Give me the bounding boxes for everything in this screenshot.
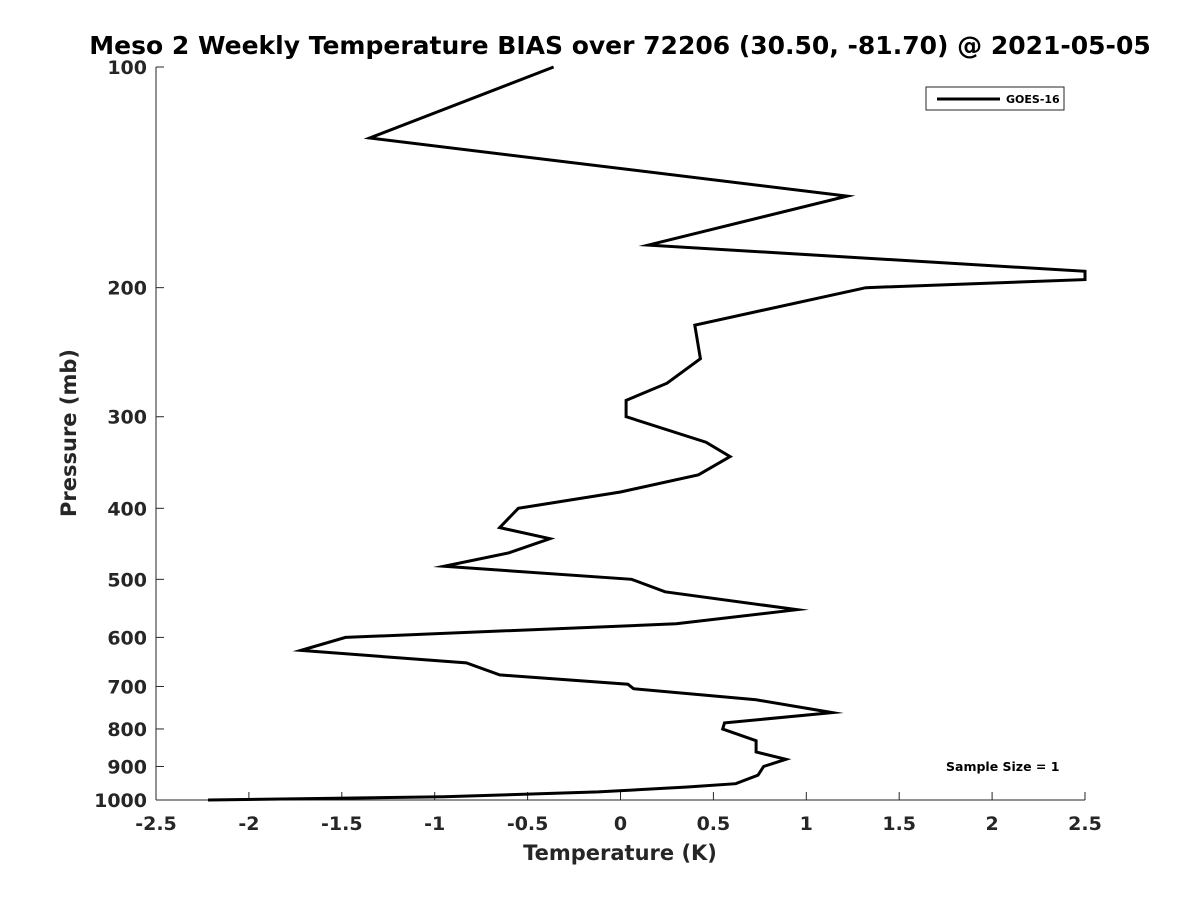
y-tick-label: 500 — [107, 569, 147, 591]
y-axis-label: Pressure (mb) — [57, 349, 81, 517]
y-tick-label: 1000 — [94, 790, 147, 812]
x-tick-label: 2.5 — [1068, 813, 1102, 835]
x-tick-label: 1.5 — [882, 813, 916, 835]
y-tick-label: 400 — [107, 498, 147, 520]
series-line-goes-16 — [207, 65, 1087, 802]
series-layer — [207, 65, 1087, 802]
y-tick-label: 900 — [107, 756, 147, 778]
x-tick-label: -1 — [424, 813, 445, 835]
y-tick-label: 700 — [107, 676, 147, 698]
chart-title: Meso 2 Weekly Temperature BIAS over 7220… — [89, 31, 1150, 60]
sample-size-annotation: Sample Size = 1 — [946, 759, 1059, 774]
x-tick-label: 2 — [985, 813, 998, 835]
x-ticks: -2.5 -2 -1.5 -1 -0.5 0 0.5 1 1.5 2 2.5 — [135, 792, 1102, 835]
plot-area: -2.5 -2 -1.5 -1 -0.5 0 0.5 1 1.5 2 2.5 100 200 300 40… — [94, 57, 1102, 835]
y-tick-label: 800 — [107, 719, 147, 741]
x-tick-label: -1.5 — [321, 813, 363, 835]
y-tick-label: 600 — [107, 627, 147, 649]
legend-label-goes-16: GOES-16 — [1006, 93, 1060, 106]
x-tick-label: -2 — [238, 813, 259, 835]
x-tick-label: -0.5 — [507, 813, 549, 835]
x-tick-label: 0.5 — [697, 813, 731, 835]
x-tick-label: 0 — [614, 813, 627, 835]
x-axis-label: Temperature (K) — [523, 841, 717, 865]
y-tick-label: 300 — [107, 407, 147, 429]
y-tick-label: 100 — [107, 57, 147, 79]
x-tick-label: 1 — [800, 813, 813, 835]
x-tick-label: -2.5 — [135, 813, 177, 835]
legend: GOES-16 — [925, 86, 1065, 111]
y-tick-label: 200 — [107, 278, 147, 300]
y-ticks: 100 200 300 400 500 600 700 800 900 1000 — [94, 57, 164, 812]
